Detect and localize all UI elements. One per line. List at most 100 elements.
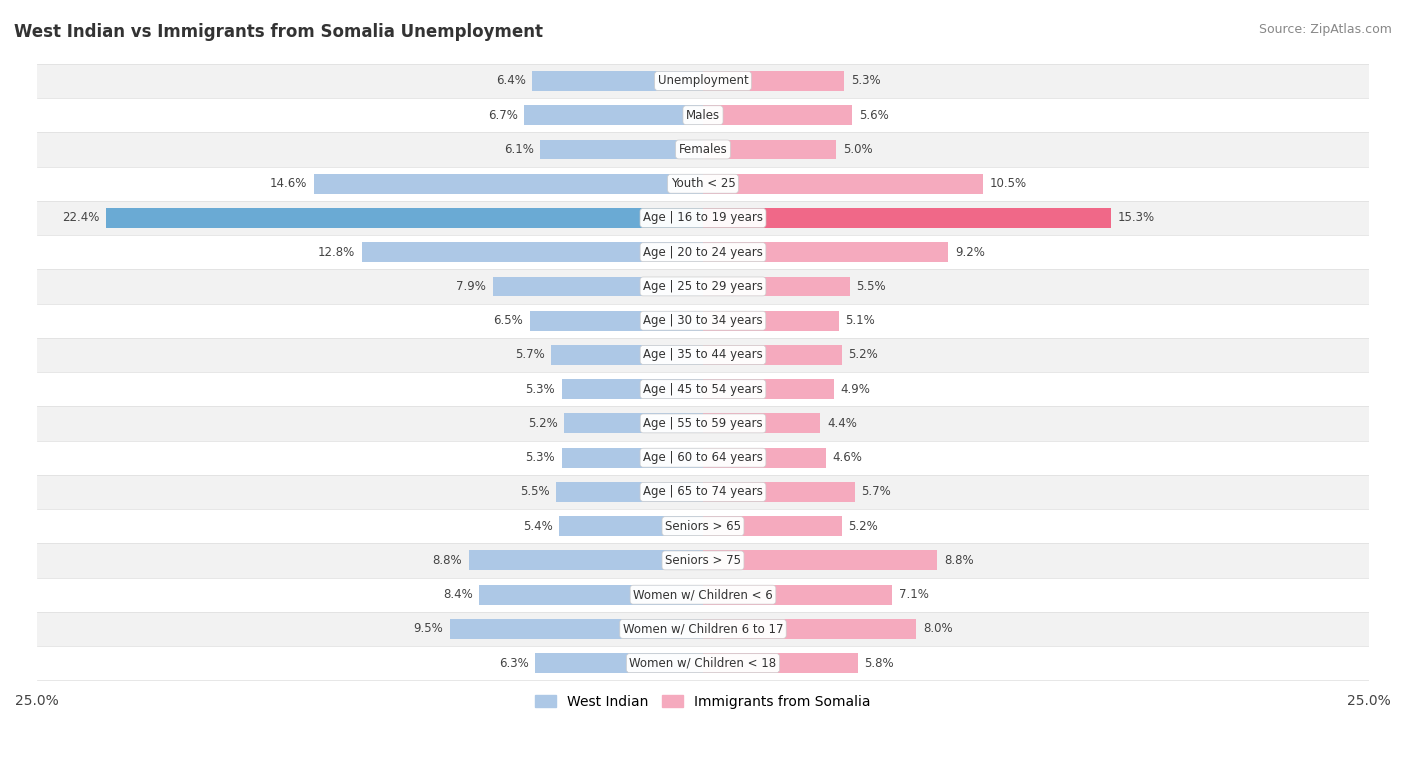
Text: Females: Females: [679, 143, 727, 156]
Text: 8.8%: 8.8%: [432, 554, 461, 567]
Text: Women w/ Children 6 to 17: Women w/ Children 6 to 17: [623, 622, 783, 635]
Text: 6.7%: 6.7%: [488, 109, 517, 122]
Text: 8.0%: 8.0%: [922, 622, 952, 635]
Bar: [492, 276, 703, 297]
Bar: [703, 584, 893, 605]
Text: Age | 60 to 64 years: Age | 60 to 64 years: [643, 451, 763, 464]
Text: Source: ZipAtlas.com: Source: ZipAtlas.com: [1258, 23, 1392, 36]
Text: 5.8%: 5.8%: [865, 656, 894, 670]
Text: 8.4%: 8.4%: [443, 588, 472, 601]
Bar: [703, 516, 842, 536]
Bar: [37, 338, 1369, 372]
Bar: [524, 105, 703, 125]
Text: 5.3%: 5.3%: [526, 451, 555, 464]
Text: Age | 45 to 54 years: Age | 45 to 54 years: [643, 383, 763, 396]
Bar: [703, 71, 844, 91]
Text: 9.5%: 9.5%: [413, 622, 443, 635]
Text: 5.1%: 5.1%: [845, 314, 876, 327]
Text: 6.1%: 6.1%: [503, 143, 534, 156]
Bar: [562, 379, 703, 399]
Text: 14.6%: 14.6%: [270, 177, 308, 190]
Bar: [703, 208, 1111, 228]
Text: 5.0%: 5.0%: [842, 143, 873, 156]
Bar: [557, 482, 703, 502]
Bar: [37, 441, 1369, 475]
Bar: [37, 407, 1369, 441]
Bar: [37, 544, 1369, 578]
Bar: [703, 174, 983, 194]
Bar: [703, 413, 820, 433]
Bar: [37, 646, 1369, 681]
Text: 7.1%: 7.1%: [898, 588, 929, 601]
Text: 5.7%: 5.7%: [515, 348, 544, 361]
Text: 5.3%: 5.3%: [526, 383, 555, 396]
Bar: [703, 242, 948, 262]
Text: Youth < 25: Youth < 25: [671, 177, 735, 190]
Text: Age | 25 to 29 years: Age | 25 to 29 years: [643, 280, 763, 293]
Bar: [562, 447, 703, 468]
Text: 4.9%: 4.9%: [841, 383, 870, 396]
Bar: [37, 64, 1369, 98]
Text: Age | 35 to 44 years: Age | 35 to 44 years: [643, 348, 763, 361]
Bar: [564, 413, 703, 433]
Text: 5.2%: 5.2%: [529, 417, 558, 430]
Bar: [703, 276, 849, 297]
Text: Males: Males: [686, 109, 720, 122]
Bar: [703, 139, 837, 160]
Bar: [540, 139, 703, 160]
Bar: [37, 132, 1369, 167]
Text: Age | 30 to 34 years: Age | 30 to 34 years: [643, 314, 763, 327]
Text: Age | 65 to 74 years: Age | 65 to 74 years: [643, 485, 763, 498]
Bar: [530, 311, 703, 331]
Text: Age | 20 to 24 years: Age | 20 to 24 years: [643, 246, 763, 259]
Text: Seniors > 75: Seniors > 75: [665, 554, 741, 567]
Text: 4.6%: 4.6%: [832, 451, 862, 464]
Text: 8.8%: 8.8%: [945, 554, 974, 567]
Bar: [560, 516, 703, 536]
Text: 15.3%: 15.3%: [1118, 211, 1154, 224]
Text: Seniors > 65: Seniors > 65: [665, 519, 741, 533]
Text: 5.5%: 5.5%: [520, 485, 550, 498]
Text: 5.7%: 5.7%: [862, 485, 891, 498]
Bar: [703, 379, 834, 399]
Text: 5.6%: 5.6%: [859, 109, 889, 122]
Bar: [37, 578, 1369, 612]
Text: West Indian vs Immigrants from Somalia Unemployment: West Indian vs Immigrants from Somalia U…: [14, 23, 543, 41]
Text: Age | 55 to 59 years: Age | 55 to 59 years: [643, 417, 763, 430]
Bar: [536, 653, 703, 673]
Bar: [37, 612, 1369, 646]
Bar: [703, 550, 938, 570]
Bar: [703, 345, 842, 365]
Bar: [314, 174, 703, 194]
Bar: [37, 269, 1369, 304]
Bar: [361, 242, 703, 262]
Bar: [468, 550, 703, 570]
Bar: [703, 447, 825, 468]
Bar: [450, 619, 703, 639]
Bar: [37, 475, 1369, 509]
Text: 6.3%: 6.3%: [499, 656, 529, 670]
Bar: [37, 372, 1369, 407]
Bar: [105, 208, 703, 228]
Bar: [479, 584, 703, 605]
Text: Unemployment: Unemployment: [658, 74, 748, 88]
Bar: [703, 311, 839, 331]
Text: 7.9%: 7.9%: [456, 280, 486, 293]
Text: 5.2%: 5.2%: [848, 519, 877, 533]
Text: 6.5%: 6.5%: [494, 314, 523, 327]
Text: 4.4%: 4.4%: [827, 417, 856, 430]
Text: 10.5%: 10.5%: [990, 177, 1026, 190]
Legend: West Indian, Immigrants from Somalia: West Indian, Immigrants from Somalia: [530, 689, 876, 714]
Text: Women w/ Children < 18: Women w/ Children < 18: [630, 656, 776, 670]
Bar: [703, 653, 858, 673]
Bar: [37, 235, 1369, 269]
Text: 6.4%: 6.4%: [496, 74, 526, 88]
Text: 12.8%: 12.8%: [318, 246, 356, 259]
Text: 9.2%: 9.2%: [955, 246, 984, 259]
Text: Women w/ Children < 6: Women w/ Children < 6: [633, 588, 773, 601]
Bar: [703, 482, 855, 502]
Text: 5.2%: 5.2%: [848, 348, 877, 361]
Bar: [703, 105, 852, 125]
Text: 5.4%: 5.4%: [523, 519, 553, 533]
Bar: [37, 509, 1369, 544]
